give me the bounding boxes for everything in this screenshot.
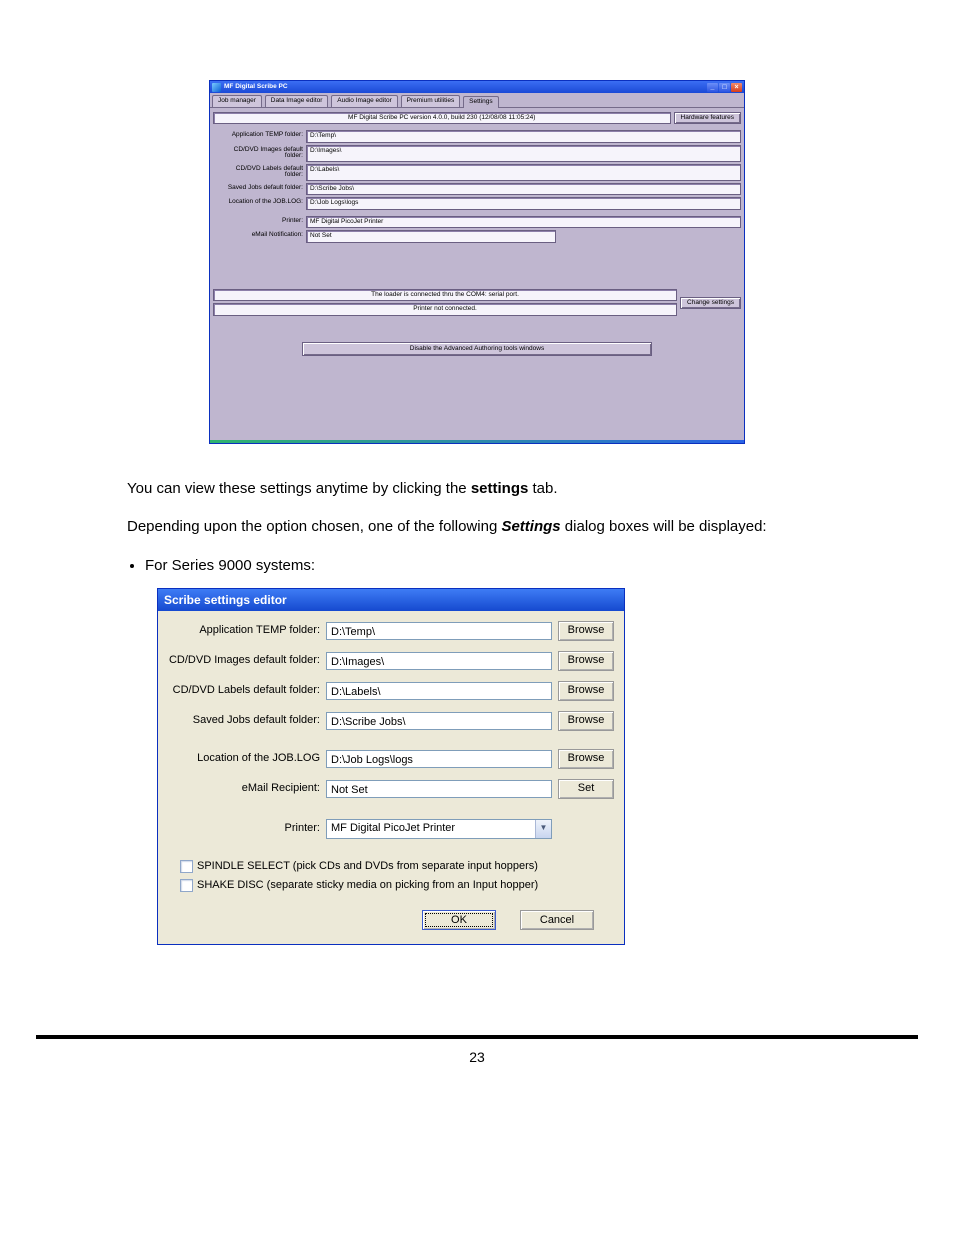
para1-pre: You can view these settings anytime by c… [127,480,471,497]
minimize-button[interactable]: _ [707,83,718,92]
label-images-folder: CD/DVD Images default folder: [213,145,306,162]
label-job-log: Location of the JOB.LOG: [213,197,306,210]
dlg-row-printer: Printer: MF Digital PicoJet Printer ▼ [168,819,614,839]
tab-premium-utilities[interactable]: Premium utilities [401,95,461,107]
value-labels-folder: D:\Labels\ [306,164,741,181]
bullet-series-9000: For Series 9000 systems: [145,556,827,576]
dlg-row-temp: Application TEMP folder: D:\Temp\ Browse [168,621,614,641]
check-shake-label: SHAKE DISC (separate sticky media on pic… [197,878,538,893]
change-settings-button[interactable]: Change settings [680,297,741,310]
row-email: eMail Notification: Not Set [213,230,741,243]
maximize-button[interactable]: □ [719,83,730,92]
para1-bold: settings [471,480,529,497]
dlg-input-saved-jobs[interactable]: D:\Scribe Jobs\ [326,712,552,730]
dlg-label-email: eMail Recipient: [168,781,326,796]
label-temp-folder: Application TEMP folder: [213,130,306,143]
row-images-folder: CD/DVD Images default folder: D:\Images\ [213,145,741,162]
value-email: Not Set [306,230,556,243]
dlg-row-images: CD/DVD Images default folder: D:\Images\… [168,651,614,671]
para2-ital: Settings [501,518,560,535]
value-temp-folder: D:\Temp\ [306,130,741,143]
row-printer: Printer: MF Digital PicoJet Printer [213,216,741,229]
hardware-features-button[interactable]: Hardware features [674,112,741,125]
row-temp-folder: Application TEMP folder: D:\Temp\ [213,130,741,143]
cancel-button[interactable]: Cancel [520,910,594,930]
value-printer: MF Digital PicoJet Printer [306,216,741,229]
dlg-label-saved-jobs: Saved Jobs default folder: [168,713,326,728]
page-number: 23 [0,1049,954,1065]
close-button[interactable]: × [731,83,742,92]
dialog-title: Scribe settings editor [158,589,624,611]
window-title: MF Digital Scribe PC [224,84,706,91]
dlg-label-labels: CD/DVD Labels default folder: [168,683,326,698]
check-spindle-label: SPINDLE SELECT (pick CDs and DVDs from s… [197,859,538,874]
dlg-label-joblog: Location of the JOB.LOG [168,751,326,766]
value-job-log: D:\Job Logs\logs [306,197,741,210]
para1-post: tab. [528,480,557,497]
app-icon [212,83,221,92]
document-text: You can view these settings anytime by c… [127,479,827,945]
chevron-down-icon[interactable]: ▼ [535,820,551,838]
dlg-row-saved-jobs: Saved Jobs default folder: D:\Scribe Job… [168,711,614,731]
dlg-label-images: CD/DVD Images default folder: [168,653,326,668]
tab-settings[interactable]: Settings [463,96,499,108]
para2-pre: Depending upon the option chosen, one of… [127,518,501,535]
value-saved-jobs-folder: D:\Scribe Jobs\ [306,183,741,196]
checkbox-spindle[interactable] [180,860,193,873]
dlg-select-printer[interactable]: MF Digital PicoJet Printer ▼ [326,819,552,839]
ok-button[interactable]: OK [422,910,496,930]
tab-audio-image-editor[interactable]: Audio Image editor [331,95,398,107]
label-labels-folder: CD/DVD Labels default folder: [213,164,306,181]
dlg-row-joblog: Location of the JOB.LOG D:\Job Logs\logs… [168,749,614,769]
dlg-row-email: eMail Recipient: Not Set Set [168,779,614,799]
tab-data-image-editor[interactable]: Data Image editor [265,95,329,107]
dlg-input-temp[interactable]: D:\Temp\ [326,622,552,640]
browse-labels-button[interactable]: Browse [558,681,614,701]
footer-rule [36,1035,918,1039]
dlg-row-labels: CD/DVD Labels default folder: D:\Labels\… [168,681,614,701]
value-images-folder: D:\Images\ [306,145,741,162]
row-saved-jobs-folder: Saved Jobs default folder: D:\Scribe Job… [213,183,741,196]
disable-authoring-button[interactable]: Disable the Advanced Authoring tools win… [302,342,652,357]
status-loader: The loader is connected thru the COM4: s… [213,289,677,302]
browse-images-button[interactable]: Browse [558,651,614,671]
dlg-label-temp: Application TEMP folder: [168,623,326,638]
main-window: MF Digital Scribe PC _ □ × Job manager D… [209,80,745,444]
titlebar: MF Digital Scribe PC _ □ × [210,81,744,93]
label-printer: Printer: [213,216,306,229]
dlg-input-labels[interactable]: D:\Labels\ [326,682,552,700]
label-email: eMail Notification: [213,230,306,243]
tab-job-manager[interactable]: Job manager [212,95,262,107]
row-labels-folder: CD/DVD Labels default folder: D:\Labels\ [213,164,741,181]
dlg-input-email[interactable]: Not Set [326,780,552,798]
check-spindle-select[interactable]: SPINDLE SELECT (pick CDs and DVDs from s… [180,859,614,874]
dialog-body: Application TEMP folder: D:\Temp\ Browse… [158,611,624,945]
label-saved-jobs-folder: Saved Jobs default folder: [213,183,306,196]
dlg-select-printer-text: MF Digital PicoJet Printer [327,821,535,836]
dlg-input-joblog[interactable]: D:\Job Logs\logs [326,750,552,768]
browse-saved-jobs-button[interactable]: Browse [558,711,614,731]
dlg-label-printer: Printer: [168,821,326,836]
browse-joblog-button[interactable]: Browse [558,749,614,769]
para2-post: dialog boxes will be displayed: [561,518,767,535]
status-printer: Printer not connected. [213,303,677,316]
browse-temp-button[interactable]: Browse [558,621,614,641]
checkbox-shake[interactable] [180,879,193,892]
version-line: MF Digital Scribe PC version 4.0.0, buil… [213,112,671,125]
dlg-input-images[interactable]: D:\Images\ [326,652,552,670]
check-shake-disc[interactable]: SHAKE DISC (separate sticky media on pic… [180,878,614,893]
tab-strip: Job manager Data Image editor Audio Imag… [210,93,744,108]
set-email-button[interactable]: Set [558,779,614,799]
row-job-log: Location of the JOB.LOG: D:\Job Logs\log… [213,197,741,210]
window-bottom-bar [210,440,744,443]
settings-dialog: Scribe settings editor Application TEMP … [157,588,625,946]
window-body: MF Digital Scribe PC version 4.0.0, buil… [210,108,744,441]
